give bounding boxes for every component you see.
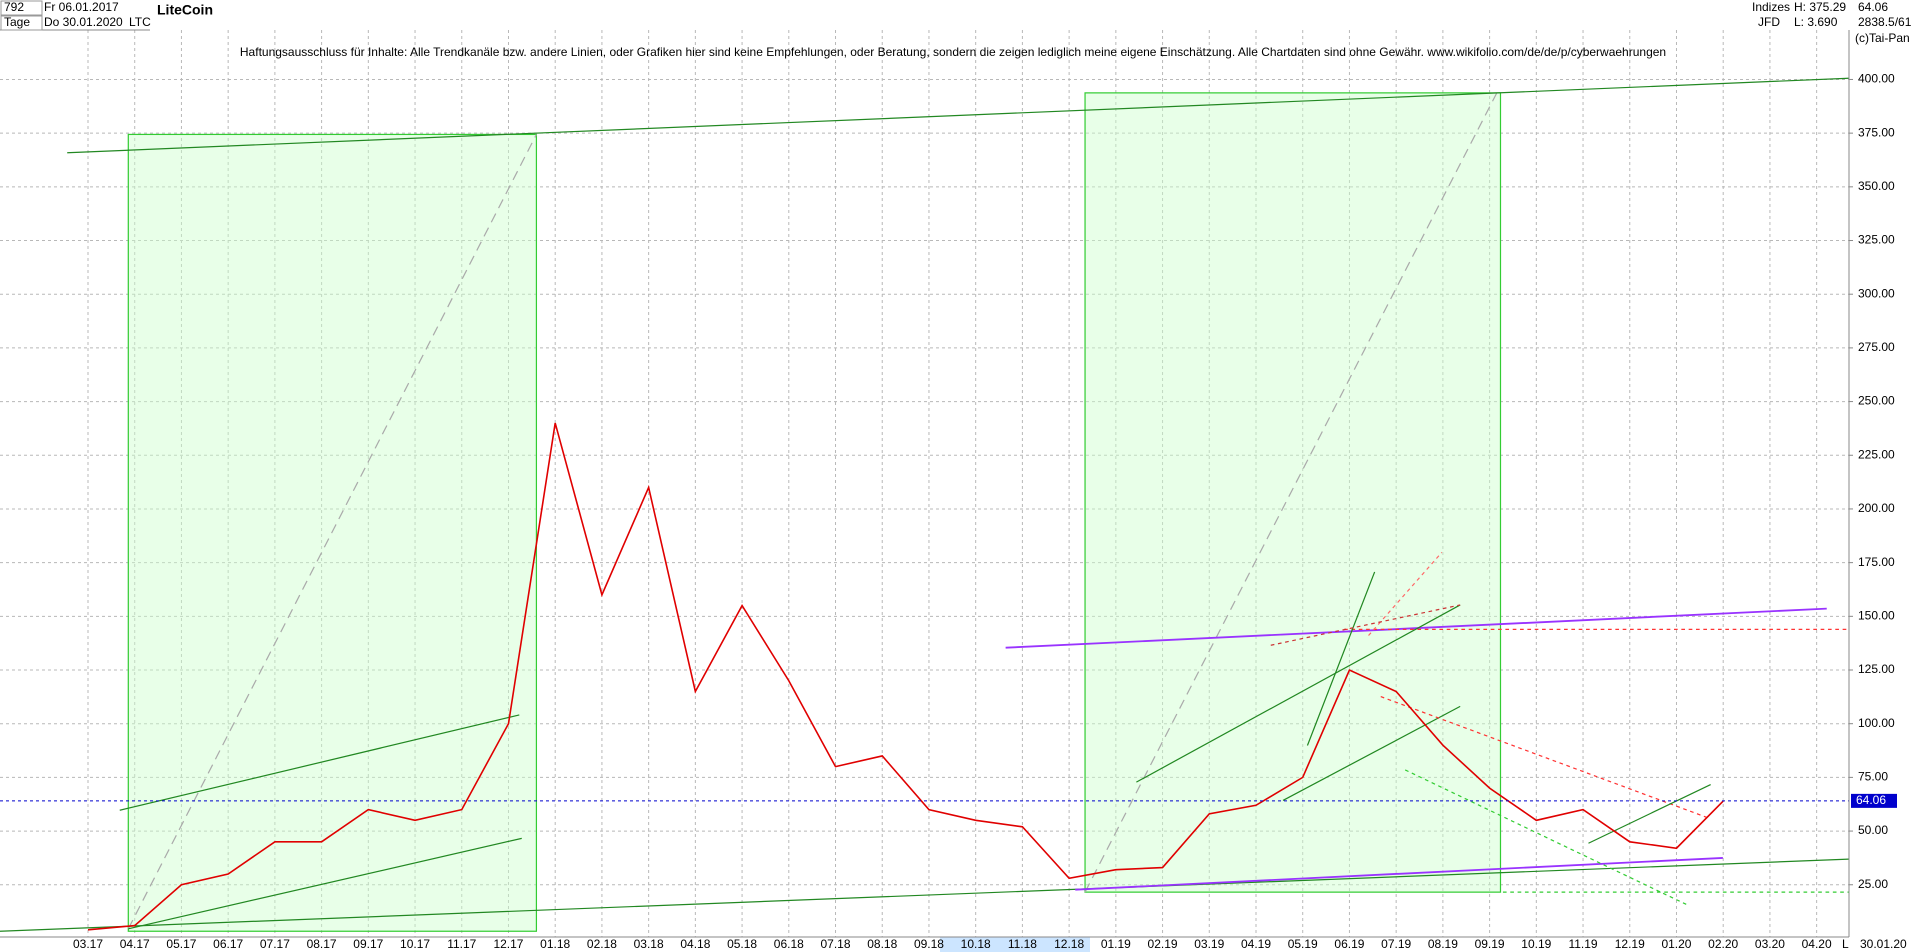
copyright: (c)Tai-Pan [1855,31,1910,45]
y-tick-label: 50.00 [1858,823,1888,837]
trendline [1306,571,1376,746]
y-tick-label: 150.00 [1858,608,1895,622]
y-tick-label: 300.00 [1858,286,1895,300]
x-tick-label: 01.18 [540,937,570,951]
instrument-name: LiteCoin [157,2,213,18]
group: Indizes [1752,0,1790,14]
y-tick-label: 75.00 [1858,770,1888,784]
x-tick-label: 10.17 [400,937,430,951]
x-tick-label: 04.18 [680,937,710,951]
x-tick-label: 02.19 [1148,937,1178,951]
grid [0,30,1849,937]
diagonal [127,134,537,930]
x-tick-label: 08.19 [1428,937,1458,951]
x-tick-label: 11.17 [447,937,476,951]
x-tick-label: 05.17 [166,937,196,951]
info: 2838.5/61 [1858,15,1912,29]
source: JFD [1758,15,1780,29]
series [0,422,1849,931]
date-label: 30.01.20 [1860,937,1907,951]
axes: 25.00 50.00 75.00 100.00 125.00 150.00 175.00 2… [73,72,1897,951]
y-tick-label: 325.00 [1858,233,1895,247]
y-tick-label: 25.00 [1858,877,1888,891]
end-date: Do 30.01.2020 [44,15,123,29]
axis-panel [1849,0,1916,952]
x-tick-label: 06.19 [1334,937,1364,951]
x-tick-label: 12.18 [1054,937,1084,951]
x-tick-label: 11.19 [1568,937,1597,951]
x-tick-label: 09.17 [353,937,383,951]
x-tick-label: 02.18 [587,937,617,951]
low: L: 3.690 [1794,15,1838,29]
symbol: LTC [129,15,151,29]
trendline [1270,604,1461,646]
trendline [0,858,1849,932]
x-tick-label: 03.18 [634,937,664,951]
x-tick-label: 01.19 [1101,937,1131,951]
last-price: 64.06 [1858,0,1888,14]
x-tick-label: 10.19 [1521,937,1551,951]
period: Tage [4,15,30,29]
x-tick-label: 07.18 [821,937,851,951]
x-tick-label: 09.18 [914,937,944,951]
x-tick-label: 07.19 [1381,937,1411,951]
diagonal [1084,92,1498,893]
y-tick-label: 100.00 [1858,716,1895,730]
y-tick-label: 250.00 [1858,394,1895,408]
trendline [1588,784,1711,844]
x-tick-label: 04.17 [120,937,150,951]
x-tick-label: 12.19 [1615,937,1645,951]
trendline [1404,769,1687,905]
y-tick-label: 275.00 [1858,340,1895,354]
y-tick-label: 175.00 [1858,555,1895,569]
y-tick-label: 200.00 [1858,501,1895,515]
x-tick-label: 04.19 [1241,937,1271,951]
x-tick-label: 02.20 [1708,937,1738,951]
last-price-box [1851,793,1897,808]
last-price-label: 64.06 [1856,793,1886,807]
x-tick-label: 04.20 [1802,937,1832,951]
trendline [1136,604,1461,783]
x-tick-label: 08.17 [307,937,337,951]
x-tick-label: 09.19 [1475,937,1505,951]
x-tick-label: 05.19 [1288,937,1318,951]
annotations [0,77,1849,932]
x-tick-label: 03.17 [73,937,103,951]
trendline [128,837,522,930]
y-tick-label: 400.00 [1858,72,1895,86]
x-tick-label: 03.19 [1194,937,1224,951]
x-tick-label: 08.18 [867,937,897,951]
plot-area [0,0,1849,932]
x-tick-label: 07.17 [260,937,290,951]
x-tick-label: 11.18 [1008,937,1037,951]
x-tick-label: 12.17 [493,937,523,951]
period-box[interactable] [0,15,43,31]
x-tick-label: 06.17 [213,937,243,951]
trendline [1005,607,1827,649]
header [0,0,1916,30]
y-tick-label: 225.00 [1858,447,1895,461]
price-line [87,422,1724,931]
count: 792 [4,0,24,14]
x-tick-label: 01.20 [1661,937,1691,951]
y-tick-label: 375.00 [1858,125,1895,139]
x-tick-label: 03.20 [1755,937,1785,951]
disclaimer: Haftungsausschluss für Inhalte: Alle Tre… [240,45,1666,59]
y-tick-label: 350.00 [1858,179,1895,193]
y-tick-label: 125.00 [1858,662,1895,676]
trendline [67,77,1849,154]
x-tick-label: 05.18 [727,937,757,951]
trendline [119,714,520,811]
x-tick-label: 06.18 [774,937,804,951]
trendline [1075,856,1723,891]
scale-mode: L [1842,937,1849,951]
x-axis-highlight [940,937,1090,952]
x-tick-label: 10.18 [961,937,991,951]
trendline [1282,705,1461,802]
high: H: 375.29 [1794,0,1846,14]
count-box[interactable] [0,0,43,16]
start-date: Fr 06.01.2017 [44,0,119,14]
